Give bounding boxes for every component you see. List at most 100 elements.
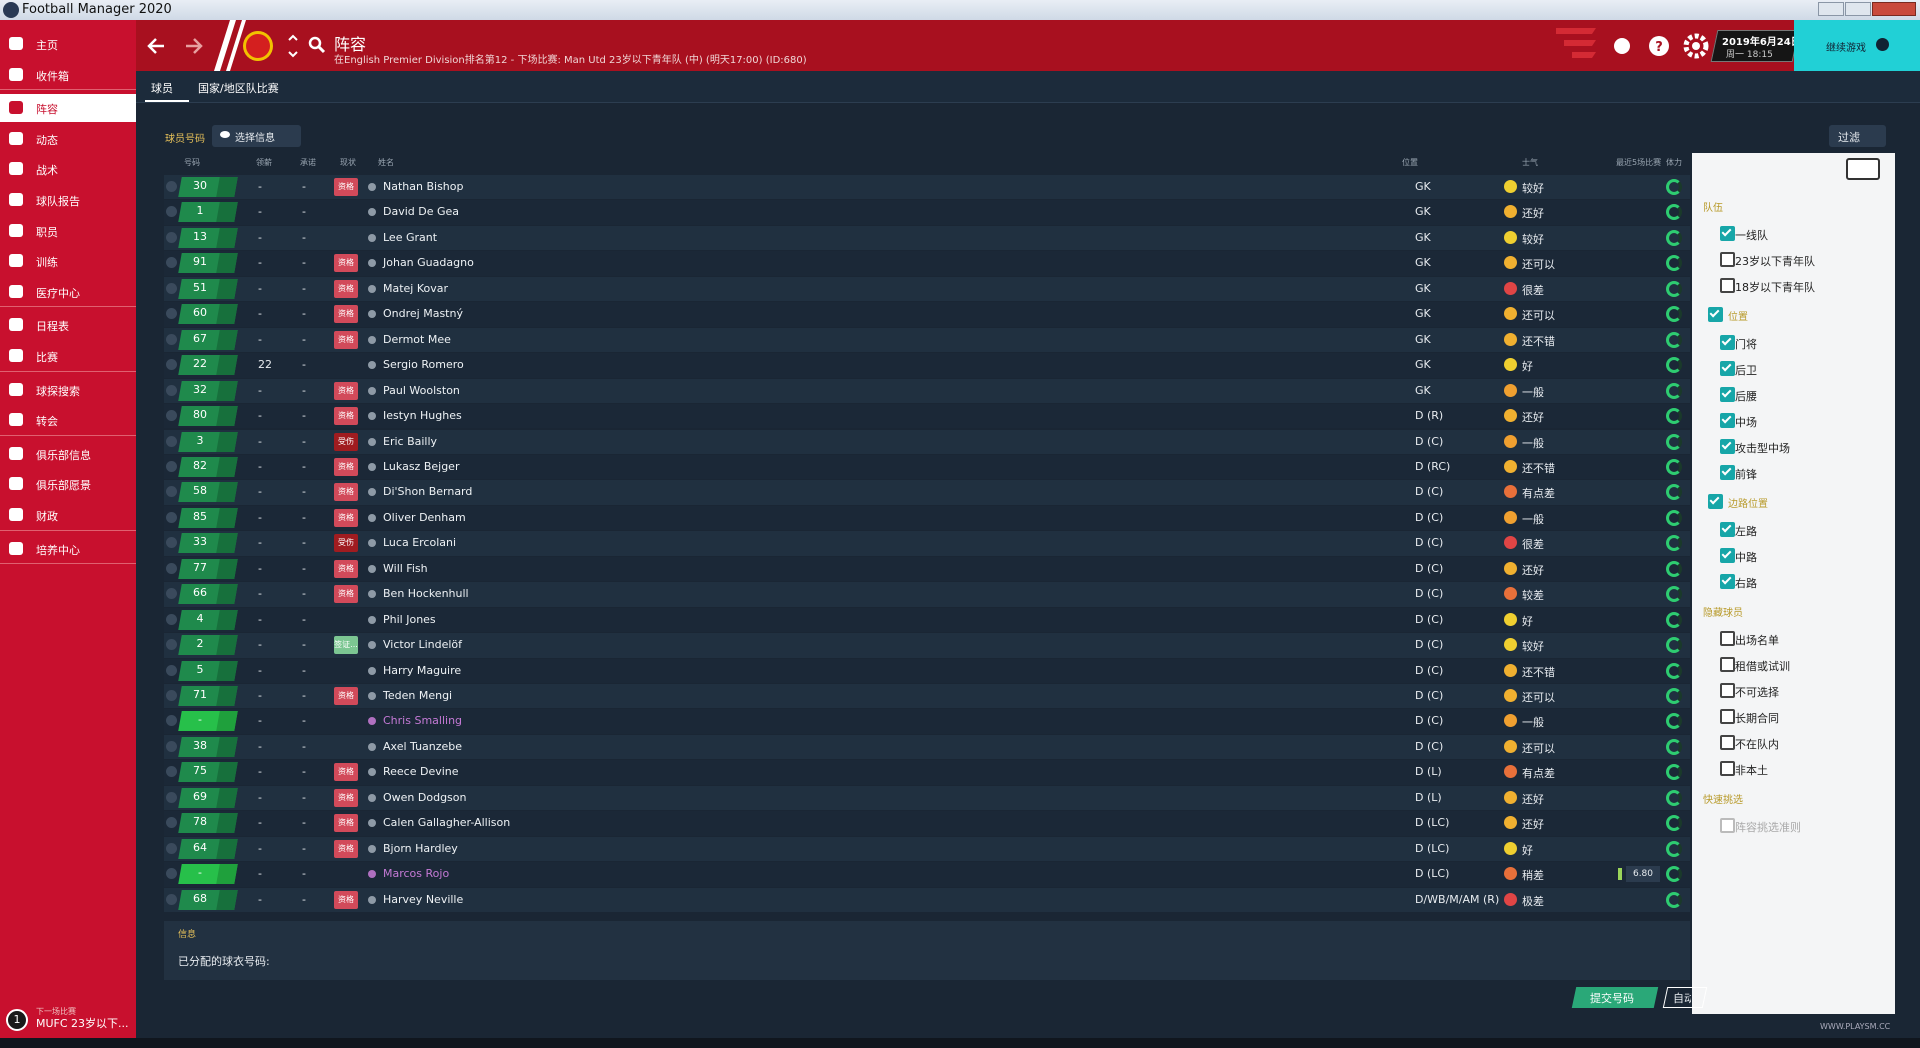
checkbox[interactable] <box>1720 683 1735 698</box>
filter-option[interactable]: 长期合同 <box>1735 712 1779 725</box>
nav-item[interactable]: 阵容 <box>0 94 136 123</box>
filter-option[interactable]: 中场 <box>1735 416 1757 429</box>
maximize[interactable] <box>1845 2 1871 16</box>
player-row[interactable]: 77 - - 资格 Will Fish D (C) 还好 <box>164 556 1690 582</box>
player-row[interactable]: 60 - - 资格 Ondrej Mastný GK 还可以 <box>164 302 1690 327</box>
filter-option[interactable]: 右路 <box>1735 577 1757 590</box>
player-name[interactable]: Johan Guadagno <box>383 256 474 270</box>
player-name[interactable]: Dermot Mee <box>383 332 451 346</box>
player-name[interactable]: Oliver Denham <box>383 510 466 524</box>
player-row[interactable]: 66 - - 资格 Ben Hockenhull D (C) 较差 <box>164 582 1690 607</box>
player-row[interactable]: 71 - - 资格 Teden Mengi D (C) 还可以 <box>164 684 1690 709</box>
checkbox[interactable] <box>1720 252 1735 267</box>
player-name[interactable]: Di'Shon Bernard <box>383 485 473 499</box>
player-row[interactable]: 22 22 - Sergio Romero GK 好 <box>164 353 1690 378</box>
nav-item[interactable]: 培养中心 <box>0 535 136 563</box>
player-name[interactable]: Will Fish <box>383 561 428 575</box>
nav-item[interactable]: 动态 <box>0 125 136 153</box>
player-name[interactable]: Teden Mengi <box>383 689 453 702</box>
checkbox[interactable] <box>1720 361 1735 376</box>
player-row[interactable]: 85 - - 资格 Oliver Denham D (C) 一般 <box>164 505 1690 531</box>
nav-item[interactable]: 财政 <box>0 501 136 529</box>
filter-option[interactable]: 攻击型中场 <box>1735 442 1790 455</box>
tab[interactable]: 球员 <box>151 82 173 95</box>
player-name[interactable]: Chris Smalling <box>383 714 463 728</box>
player-name[interactable]: Paul Woolston <box>383 383 460 397</box>
checkbox[interactable] <box>1720 465 1735 480</box>
filter-option[interactable]: 18岁以下青年队 <box>1735 281 1815 294</box>
checkbox[interactable] <box>1720 335 1735 350</box>
player-row[interactable]: 30 - - 资格 Nathan Bishop GK 较好 <box>164 175 1690 200</box>
checkbox[interactable] <box>1720 226 1735 241</box>
player-name[interactable]: Marcos Rojo <box>383 867 450 881</box>
close[interactable] <box>1872 2 1916 16</box>
nav-item[interactable]: 收件箱 <box>0 61 136 89</box>
player-name[interactable]: Ondrej Mastný <box>383 307 463 321</box>
player-row[interactable]: 4 - - Phil Jones D (C) 好 <box>164 607 1690 633</box>
player-row[interactable]: - - - Marcos Rojo D (LC) 稍差 6.80 <box>164 862 1690 887</box>
player-row[interactable]: 68 - - 资格 Harvey Neville D/WB/M/AM (R) 极差 <box>164 887 1690 913</box>
player-row[interactable]: 91 - - 资格 Johan Guadagno GK 还可以 <box>164 251 1690 276</box>
column-header[interactable]: 体力 <box>1666 158 1682 167</box>
filter-option[interactable]: 后腰 <box>1735 390 1757 403</box>
player-row[interactable]: 2 - - 签证... Victor Lindelöf D (C) 较好 <box>164 633 1690 658</box>
player-row[interactable]: 82 - - 资格 Lukasz Bejger D (RC) 还不错 <box>164 454 1690 480</box>
player-row[interactable]: 67 - - 资格 Dermot Mee GK 还不错 <box>164 327 1690 353</box>
filter-option[interactable]: 非本土 <box>1735 764 1768 777</box>
column-header[interactable]: 位置 <box>1402 158 1418 167</box>
player-name[interactable]: Lee Grant <box>383 230 438 244</box>
checkbox[interactable] <box>1720 278 1735 293</box>
player-name[interactable]: Matej Kovar <box>383 281 449 295</box>
player-row[interactable]: 38 - - Axel Tuanzebe D (C) 还可以 <box>164 734 1690 760</box>
player-row[interactable]: 58 - - 资格 Di'Shon Bernard D (C) 有点差 <box>164 480 1690 505</box>
nav-item[interactable]: 训练 <box>0 247 136 275</box>
tab[interactable]: 国家/地区队比赛 <box>198 82 279 95</box>
player-row[interactable]: 3 - - 受伤 Eric Bailly D (C) 一般 <box>164 429 1690 454</box>
minimize[interactable] <box>1818 2 1844 16</box>
checkbox[interactable] <box>1708 307 1723 322</box>
player-name[interactable]: David De Gea <box>383 205 460 219</box>
filter-option[interactable]: 23岁以下青年队 <box>1735 255 1815 268</box>
filter-option[interactable]: 前锋 <box>1735 468 1757 481</box>
player-row[interactable]: 5 - - Harry Maguire D (C) 还不错 <box>164 658 1690 683</box>
player-row[interactable]: 32 - - 资格 Paul Woolston GK 一般 <box>164 378 1690 404</box>
nav-item[interactable]: 球探搜索 <box>0 376 136 404</box>
player-name[interactable]: Harvey Neville <box>383 892 464 906</box>
checkbox[interactable] <box>1708 494 1723 509</box>
filter-button[interactable] <box>1829 125 1886 147</box>
nav-item[interactable]: 主页 <box>0 30 136 58</box>
column-header[interactable]: 号码 <box>184 158 200 167</box>
filter-option[interactable]: 不在队内 <box>1735 738 1779 751</box>
player-name[interactable]: Reece Devine <box>383 765 459 779</box>
nav-item[interactable]: 俱乐部愿景 <box>0 470 136 498</box>
continue-button[interactable] <box>1794 20 1920 71</box>
nav-item[interactable]: 职员 <box>0 217 136 245</box>
player-name[interactable]: Eric Bailly <box>383 434 438 448</box>
player-row[interactable]: 69 - - 资格 Owen Dodgson D (L) 还好 <box>164 785 1690 811</box>
nav-item[interactable]: 医疗中心 <box>0 278 136 306</box>
player-name[interactable]: Owen Dodgson <box>383 790 467 804</box>
filter-option[interactable]: 出场名单 <box>1735 634 1779 647</box>
player-row[interactable]: 51 - - 资格 Matej Kovar GK 很差 <box>164 276 1690 302</box>
checkbox[interactable] <box>1720 735 1735 750</box>
filter-option[interactable]: 中路 <box>1735 551 1757 564</box>
player-name[interactable]: Sergio Romero <box>383 358 464 372</box>
column-header[interactable]: 现状 <box>340 158 356 167</box>
player-name[interactable]: Lukasz Bejger <box>383 459 460 473</box>
player-row[interactable]: 80 - - 资格 Iestyn Hughes D (R) 还好 <box>164 404 1690 429</box>
player-name[interactable]: Victor Lindelöf <box>383 638 463 652</box>
player-row[interactable]: 33 - - 受伤 Luca Ercolani D (C) 很差 <box>164 531 1690 556</box>
next-match-team[interactable]: MUFC 23岁以下... <box>36 1017 129 1030</box>
player-name[interactable]: Luca Ercolani <box>383 536 457 550</box>
checkbox[interactable] <box>1720 631 1735 646</box>
checkbox[interactable] <box>1720 522 1735 537</box>
player-row[interactable]: 78 - - 资格 Calen Gallagher-Allison D (LC) 还好 <box>164 811 1690 836</box>
player-name[interactable]: Harry Maguire <box>383 663 462 677</box>
player-row[interactable]: 13 - - Lee Grant GK 较好 <box>164 225 1690 251</box>
player-row[interactable]: - - - Chris Smalling D (C) 一般 <box>164 709 1690 734</box>
player-row[interactable]: 1 - - David De Gea GK 还好 <box>164 200 1690 225</box>
player-row[interactable]: 64 - - 资格 Bjorn Hardley D (LC) 好 <box>164 836 1690 862</box>
checkbox[interactable] <box>1720 548 1735 563</box>
player-name[interactable]: Iestyn Hughes <box>383 409 462 423</box>
player-row[interactable]: 75 - - 资格 Reece Devine D (L) 有点差 <box>164 760 1690 785</box>
